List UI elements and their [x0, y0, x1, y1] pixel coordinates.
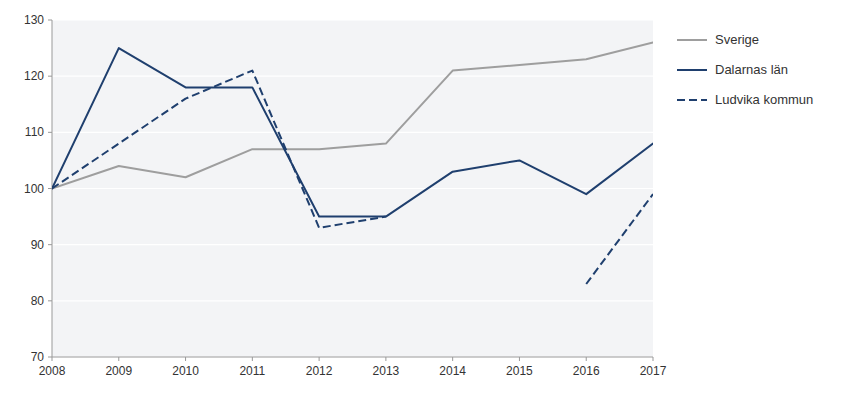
x-tick	[319, 357, 320, 361]
x-tick-label: 2009	[105, 364, 132, 378]
grid-line	[52, 132, 653, 133]
y-tick-label: 70	[31, 350, 45, 364]
series-line	[52, 71, 653, 284]
x-tick	[452, 357, 453, 361]
series-line	[52, 42, 653, 188]
y-tick	[48, 300, 52, 301]
y-tick-label: 80	[31, 294, 45, 308]
y-tick	[48, 244, 52, 245]
x-tick-label: 2008	[39, 364, 66, 378]
legend-label: Ludvika kommun	[715, 92, 813, 107]
grid-line	[52, 188, 653, 189]
x-tick-label: 2017	[640, 364, 667, 378]
grid-line	[52, 244, 653, 245]
x-tick-label: 2013	[373, 364, 400, 378]
y-tick-label: 120	[24, 69, 44, 83]
x-axis: 2008 2009 2010 2011 2012 2013 2014 2015 2016 2017	[39, 357, 667, 378]
plot-background	[52, 20, 653, 357]
grid-line	[52, 300, 653, 301]
chart-svg: 7080901001101201302008200920102011201220…	[0, 0, 853, 397]
x-tick	[653, 357, 654, 361]
chart-container: 7080901001101201302008200920102011201220…	[0, 0, 853, 397]
x-axis-line	[52, 357, 653, 358]
legend: Sverige Dalarnas län Ludvika kommun	[677, 32, 813, 107]
x-tick	[185, 357, 186, 361]
grid-line	[52, 76, 653, 77]
legend-label: Sverige	[715, 32, 759, 47]
y-tick	[48, 76, 52, 77]
y-tick	[48, 20, 52, 21]
y-tick-label: 130	[24, 13, 44, 27]
x-tick-label: 2010	[172, 364, 199, 378]
x-tick-label: 2016	[573, 364, 600, 378]
y-tick-label: 100	[24, 182, 44, 196]
x-tick	[52, 357, 53, 361]
legend-swatch	[677, 69, 707, 71]
y-tick-label: 90	[31, 238, 45, 252]
series-line	[52, 48, 653, 217]
x-tick	[519, 357, 520, 361]
grid-line	[52, 356, 653, 357]
lines	[52, 42, 653, 284]
y-tick-label: 110	[25, 125, 44, 139]
x-tick	[385, 357, 386, 361]
legend-label: Dalarnas län	[715, 62, 788, 77]
x-tick-label: 2014	[439, 364, 466, 378]
y-tick	[48, 357, 52, 358]
x-tick	[118, 357, 119, 361]
grid-line	[52, 19, 653, 20]
legend-swatch	[677, 99, 707, 101]
y-axis: 70 80 90 100 110 120 130	[24, 13, 653, 364]
y-tick	[48, 188, 52, 189]
x-tick	[586, 357, 587, 361]
x-tick	[252, 357, 253, 361]
y-tick	[48, 132, 52, 133]
x-tick-label: 2011	[239, 364, 265, 378]
x-tick-label: 2015	[506, 364, 533, 378]
legend-swatch	[677, 39, 707, 41]
x-tick-label: 2012	[306, 364, 333, 378]
